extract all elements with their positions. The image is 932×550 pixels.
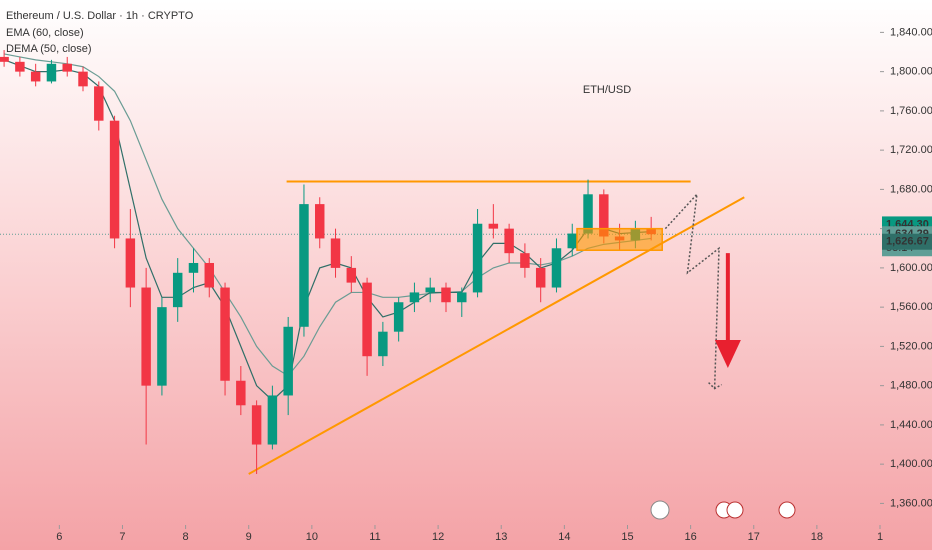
x-tick-label: 6	[56, 531, 62, 543]
candle-body	[236, 380, 246, 406]
candle-body	[551, 248, 562, 288]
legend-entry: DEMA (50, close)	[6, 43, 92, 55]
candle-body	[330, 238, 341, 268]
annotation: ETH/USD	[583, 84, 631, 96]
candle-body	[30, 71, 41, 82]
candle-body	[188, 262, 199, 273]
projection-head	[708, 382, 722, 390]
candle-body	[109, 120, 120, 239]
candle-body	[472, 223, 483, 293]
candle-body	[204, 262, 215, 288]
y-tick-label: 1,720.00	[890, 144, 932, 156]
x-tick-label: 16	[684, 531, 696, 543]
x-tick-label: 9	[246, 531, 252, 543]
indicator-line	[3, 53, 652, 377]
candle-body	[393, 302, 404, 332]
candle-body	[283, 326, 293, 396]
candle-body	[315, 204, 325, 239]
candle-body	[362, 282, 372, 357]
candle-body	[599, 194, 609, 237]
y-tick-label: 1,760.00	[890, 105, 932, 117]
candle-body	[346, 267, 357, 283]
y-tick-label: 1,840.00	[890, 26, 932, 38]
candle-body	[94, 86, 104, 121]
legend-entry: EMA (60, close)	[6, 27, 84, 39]
candle-body	[425, 287, 435, 293]
x-tick-label: 8	[183, 531, 189, 543]
candle-body	[441, 287, 451, 303]
x-tick-label: 1	[877, 531, 883, 543]
y-tick-label: 1,600.00	[890, 262, 932, 274]
x-tick-label: 18	[811, 531, 823, 543]
y-tick-label: 1,680.00	[890, 183, 932, 195]
candle-body	[220, 287, 230, 381]
y-tick-label: 1,400.00	[890, 458, 932, 470]
candle-body	[0, 56, 9, 62]
y-tick-label: 1,480.00	[890, 380, 932, 392]
x-tick-label: 12	[432, 531, 444, 543]
y-tick-label: 1,360.00	[890, 497, 932, 509]
candle-body	[172, 272, 183, 308]
candle-body	[299, 204, 309, 327]
candle-body	[488, 223, 499, 229]
x-tick-label: 14	[558, 531, 570, 543]
candle-body	[567, 233, 577, 249]
candle-body	[251, 405, 262, 445]
candle-body	[409, 292, 420, 303]
x-tick-label: 15	[621, 531, 633, 543]
candle-body	[157, 307, 167, 386]
price-label-box	[882, 233, 932, 250]
x-tick-label: 7	[119, 531, 125, 543]
candle-body	[46, 63, 57, 82]
candle-body	[78, 71, 88, 87]
candle-body	[125, 238, 136, 288]
candle-body	[267, 395, 278, 445]
arrow-head	[714, 339, 741, 368]
x-tick-label: 11	[369, 531, 380, 543]
candle-body	[520, 253, 530, 268]
event-icons	[650, 500, 796, 520]
x-tick-label: 10	[306, 531, 318, 543]
x-tick-label: 13	[495, 531, 507, 543]
candle-body	[378, 331, 388, 357]
candle-body	[62, 63, 72, 72]
consolidation-zone	[576, 227, 663, 251]
candle-body	[141, 287, 151, 386]
candle-body	[535, 267, 546, 288]
price-label: 1,626.67	[886, 236, 929, 248]
candle-body	[15, 61, 25, 72]
candle-body	[504, 228, 514, 254]
indicator-line	[3, 59, 652, 402]
candle-body	[457, 292, 467, 303]
projection-path	[664, 192, 720, 389]
y-tick-label: 1,560.00	[890, 301, 932, 313]
y-tick-label: 1,440.00	[890, 419, 932, 431]
x-tick-label: 17	[748, 531, 760, 543]
chart-title: Ethereum / U.S. Dollar · 1h · CRYPTO	[6, 10, 194, 22]
y-tick-label: 1,520.00	[890, 340, 932, 352]
candle-body	[583, 194, 593, 234]
y-tick-label: 1,800.00	[890, 66, 932, 78]
